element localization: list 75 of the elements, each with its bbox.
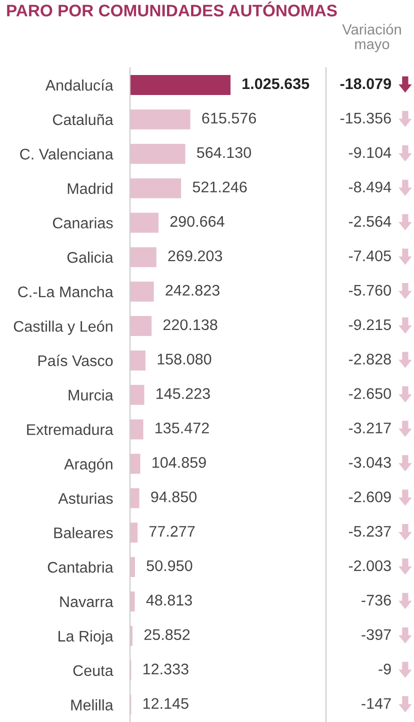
- data-label: -397: [362, 629, 391, 640]
- y-tick-label: Cataluña: [52, 114, 114, 126]
- data-label: 12.145: [143, 698, 188, 709]
- data-label: -147: [362, 698, 391, 709]
- data-label: -9.215: [348, 319, 391, 330]
- data-label: 615.576: [202, 112, 256, 124]
- data-label: -9: [378, 664, 391, 674]
- data-label: 50.950: [146, 560, 192, 572]
- data-label: -3.217: [348, 422, 391, 434]
- y-tick-label: Extremadura: [27, 424, 114, 436]
- data-label: 242.823: [166, 284, 220, 296]
- data-label: 104.859: [152, 457, 206, 468]
- data-label: -2.564: [348, 216, 392, 227]
- data-label: -7.405: [348, 250, 391, 262]
- data-label: 269.203: [168, 250, 222, 262]
- y-tick-label: Baleares: [54, 527, 113, 538]
- data-label: 220.138: [163, 319, 218, 330]
- data-label: 135.472: [156, 422, 209, 434]
- bar: [130, 212, 158, 233]
- y-tick-label: C. Valenciana: [20, 148, 114, 160]
- bar: [130, 144, 186, 164]
- y-tick-label: Ceuta: [73, 665, 114, 676]
- y-tick-label: Cantabria: [48, 562, 114, 573]
- data-label: -2.828: [348, 354, 391, 365]
- data-label: 158.080: [158, 354, 212, 365]
- data-label: -18.079: [340, 78, 391, 90]
- bar: [130, 75, 231, 95]
- data-label: -2.003: [348, 560, 391, 572]
- y-tick-label: Navarra: [60, 596, 114, 608]
- bar: [130, 557, 135, 578]
- y-tick-label: Melilla: [71, 699, 114, 710]
- bar: [130, 522, 138, 543]
- data-label: -3.043: [348, 457, 391, 468]
- data-label: 48.813: [146, 594, 192, 606]
- y-tick-label: Andalucía: [45, 79, 114, 91]
- data-label: 77.277: [149, 526, 195, 537]
- data-label: -5.760: [348, 284, 391, 296]
- data-label: 12.333: [143, 664, 188, 674]
- chart-title: PARO POR COMUNIDADES AUTÓNOMAS: [7, 2, 337, 16]
- bar: [130, 316, 152, 336]
- bar: [130, 454, 140, 474]
- data-label: -2.609: [348, 491, 391, 502]
- y-tick-label: País Vasco: [38, 354, 113, 366]
- data-label: 145.223: [156, 388, 210, 399]
- y-tick-label: Castilla y León: [14, 320, 112, 335]
- y-tick-label: Aragón: [64, 458, 112, 473]
- data-label: 521.246: [192, 182, 247, 192]
- bar: [130, 419, 144, 440]
- bar: [130, 109, 190, 130]
- text: Variación mayo: [342, 24, 401, 52]
- bar: [130, 592, 135, 612]
- y-tick-label: Murcia: [68, 389, 114, 401]
- bar: [130, 350, 146, 370]
- y-tick-label: Galicia: [67, 252, 114, 263]
- data-label: 94.850: [151, 491, 197, 502]
- data-label: -9.104: [348, 147, 392, 158]
- bar: [130, 247, 156, 268]
- data-label: -736: [362, 594, 391, 606]
- data-label: 25.852: [144, 629, 190, 640]
- data-label: -15.356: [340, 112, 391, 124]
- data-label: -8.494: [348, 182, 392, 192]
- y-tick-label: La Rioja: [58, 630, 114, 645]
- bar: [130, 384, 144, 405]
- bar: [130, 488, 140, 508]
- y-tick-label: C.-La Mancha: [18, 286, 114, 298]
- bar: [130, 282, 154, 302]
- data-label: -5.237: [348, 526, 391, 537]
- data-label: 564.130: [197, 147, 252, 158]
- y-tick-label: Canarias: [52, 217, 113, 228]
- data-label: -2.650: [348, 388, 391, 399]
- data-label: 1.025.635: [242, 78, 310, 90]
- y-tick-label: Madrid: [68, 182, 112, 194]
- bar: [130, 178, 182, 198]
- y-tick-label: Asturias: [58, 492, 113, 504]
- data-label: 290.664: [170, 216, 224, 227]
